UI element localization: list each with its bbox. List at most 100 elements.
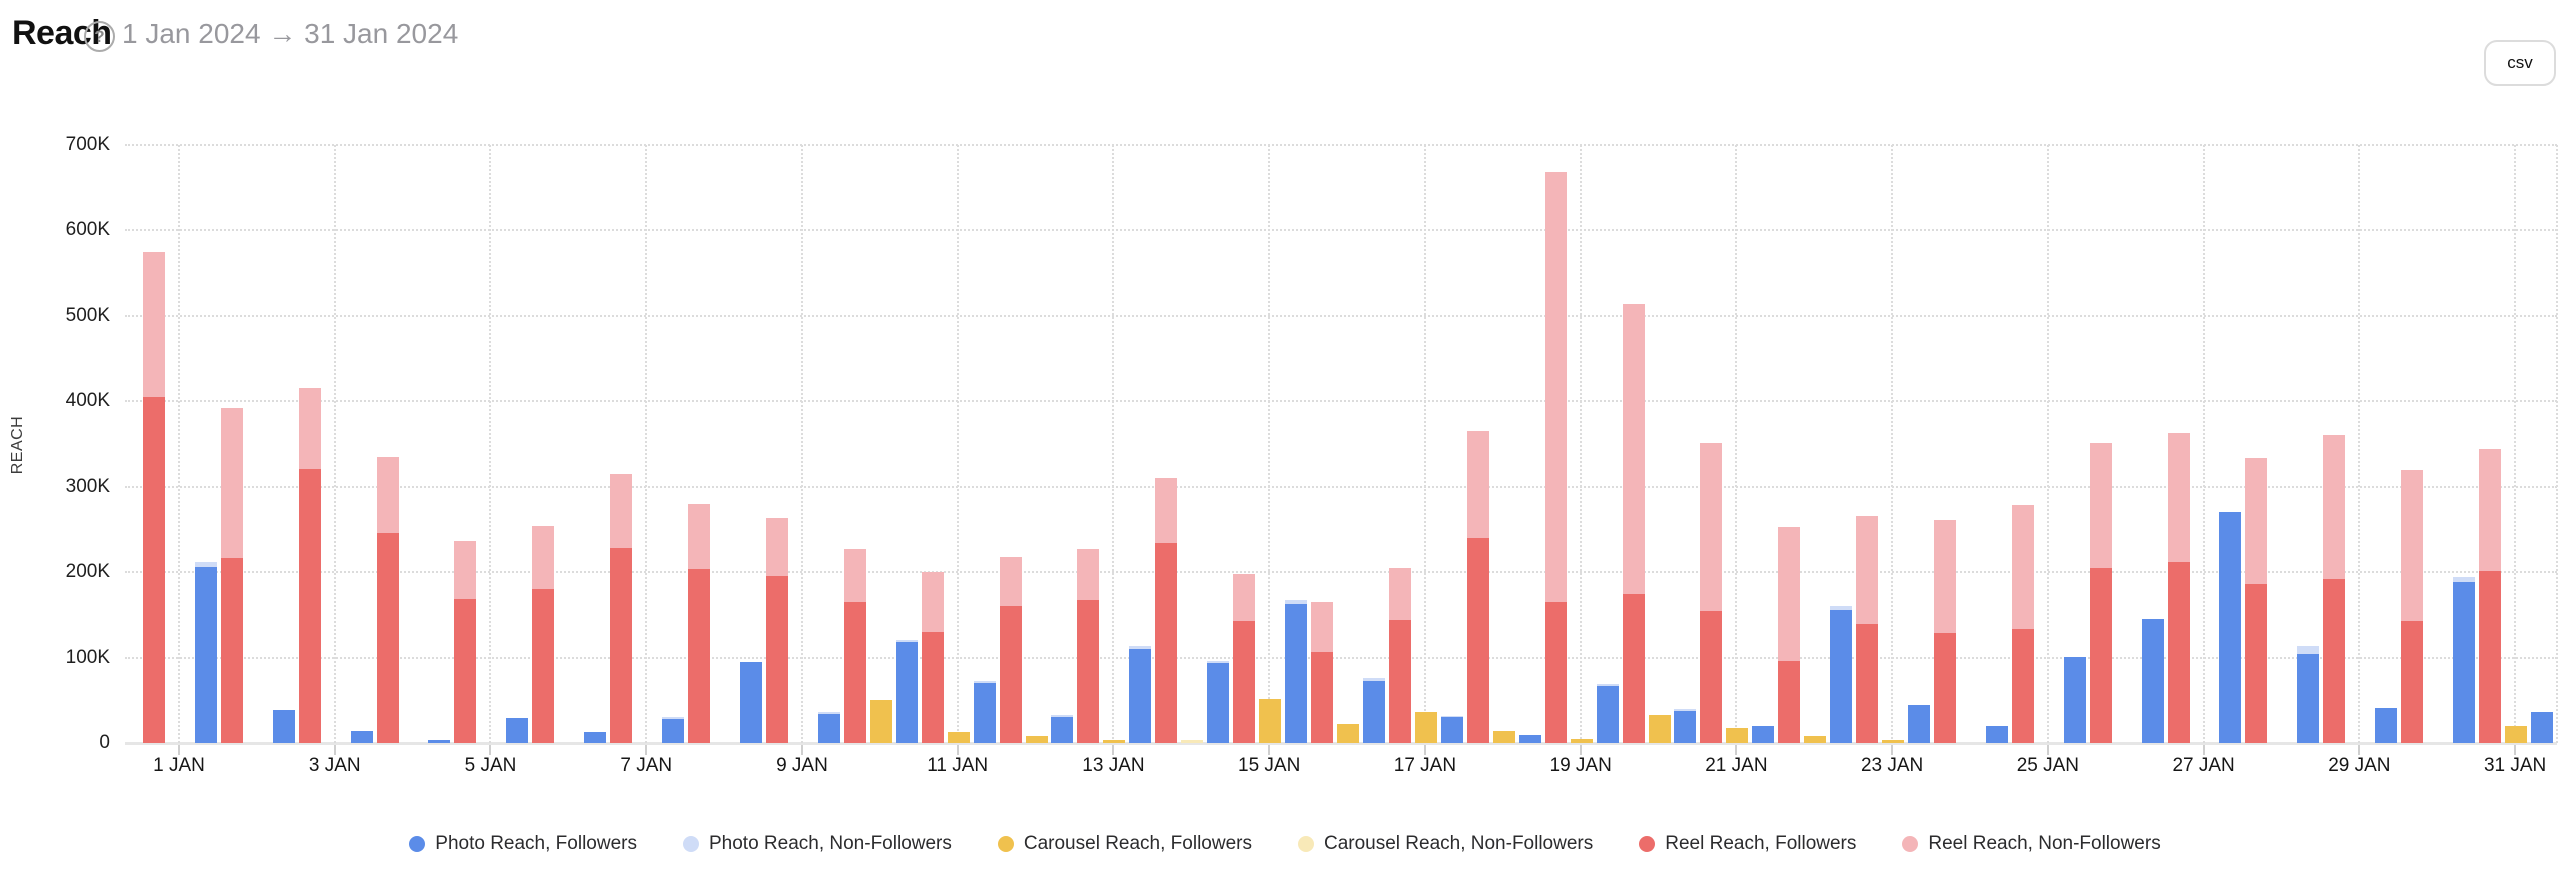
bar-carousel-followers-16jan[interactable]: [1337, 724, 1360, 743]
bar-carousel-followers-12jan[interactable]: [1025, 736, 1048, 743]
bar-reel-non-followers-20jan[interactable]: [1622, 303, 1645, 595]
bar-photo-followers-16jan[interactable]: [1285, 603, 1308, 743]
bar-photo-non-followers-10jan[interactable]: [817, 712, 840, 714]
bar-photo-followers-27jan[interactable]: [2141, 619, 2164, 743]
bar-photo-followers-13jan[interactable]: [1051, 716, 1074, 743]
bar-reel-non-followers-19jan[interactable]: [1544, 172, 1567, 603]
bar-reel-non-followers-21jan[interactable]: [1700, 443, 1723, 611]
bar-reel-followers-31jan[interactable]: [2479, 571, 2502, 743]
bar-photo-followers-14jan[interactable]: [1129, 649, 1152, 743]
bar-photo-non-followers-8jan[interactable]: [662, 717, 685, 720]
bar-photo-followers-7jan[interactable]: [584, 731, 607, 743]
bar-reel-followers-21jan[interactable]: [1700, 610, 1723, 743]
bar-carousel-followers-31jan[interactable]: [2505, 725, 2528, 743]
bar-carousel-followers-21jan[interactable]: [1726, 728, 1749, 743]
bar-reel-followers-9jan[interactable]: [765, 576, 788, 743]
bar-carousel-followers-18jan[interactable]: [1492, 731, 1515, 743]
bar-reel-followers-29jan[interactable]: [2323, 578, 2346, 743]
bar-photo-followers-6jan[interactable]: [506, 718, 529, 743]
bar-reel-non-followers-6jan[interactable]: [532, 526, 555, 590]
bar-reel-non-followers-22jan[interactable]: [1778, 526, 1801, 661]
bar-reel-followers-3jan[interactable]: [298, 468, 321, 743]
bar-reel-followers-18jan[interactable]: [1466, 537, 1489, 743]
bar-carousel-followers-17jan[interactable]: [1414, 712, 1437, 743]
bar-photo-followers-4jan[interactable]: [350, 731, 373, 743]
bar-reel-followers-5jan[interactable]: [454, 598, 477, 743]
bar-carousel-followers-13jan[interactable]: [1103, 739, 1126, 743]
bar-photo-non-followers-18jan[interactable]: [1440, 715, 1463, 718]
bar-reel-non-followers-2jan[interactable]: [220, 408, 243, 559]
bar-photo-followers-17jan[interactable]: [1362, 681, 1385, 743]
bar-reel-followers-20jan[interactable]: [1622, 594, 1645, 743]
bar-reel-non-followers-3jan[interactable]: [298, 388, 321, 469]
bar-reel-non-followers-28jan[interactable]: [2245, 457, 2268, 585]
bar-carousel-followers-20jan[interactable]: [1648, 714, 1671, 743]
bar-photo-followers-24jan[interactable]: [1908, 704, 1930, 743]
bar-reel-followers-7jan[interactable]: [610, 548, 633, 743]
bar-reel-followers-26jan[interactable]: [2089, 567, 2112, 743]
bar-carousel-followers-10jan[interactable]: [869, 700, 892, 743]
bar-photo-non-followers-15jan[interactable]: [1207, 660, 1230, 663]
bar-photo-non-followers-13jan[interactable]: [1051, 714, 1074, 717]
bar-reel-non-followers-10jan[interactable]: [843, 549, 866, 603]
bar-photo-non-followers-29jan[interactable]: [2297, 646, 2320, 655]
legend-item-reel-followers[interactable]: Reel Reach, Followers: [1639, 833, 1856, 855]
bar-carousel-followers-11jan[interactable]: [947, 731, 970, 743]
bar-reel-followers-4jan[interactable]: [376, 532, 399, 743]
bar-reel-followers-28jan[interactable]: [2245, 584, 2268, 743]
bar-photo-non-followers-11jan[interactable]: [895, 639, 918, 643]
bar-photo-followers-20jan[interactable]: [1596, 685, 1619, 743]
bar-reel-followers-13jan[interactable]: [1077, 600, 1100, 743]
bar-photo-followers-8jan[interactable]: [662, 719, 685, 743]
bar-reel-non-followers-7jan[interactable]: [610, 473, 633, 549]
bar-reel-non-followers-5jan[interactable]: [454, 541, 477, 599]
bar-reel-non-followers-4jan[interactable]: [376, 456, 399, 533]
bar-reel-non-followers-13jan[interactable]: [1077, 549, 1100, 601]
bar-photo-non-followers-12jan[interactable]: [973, 680, 996, 684]
bar-reel-followers-24jan[interactable]: [1934, 632, 1956, 743]
bar-photo-followers-3jan[interactable]: [272, 709, 295, 743]
bar-photo-followers-25jan[interactable]: [1985, 725, 2008, 743]
bar-photo-followers-2jan[interactable]: [194, 567, 217, 743]
bar-photo-followers-22jan[interactable]: [1752, 725, 1775, 743]
bar-reel-followers-23jan[interactable]: [1856, 624, 1879, 743]
bar-reel-non-followers-8jan[interactable]: [688, 503, 711, 569]
bar-photo-followers-21jan[interactable]: [1674, 710, 1697, 743]
bar-photo-followers-29jan[interactable]: [2297, 654, 2320, 743]
legend-item-reel-non-followers[interactable]: Reel Reach, Non-Followers: [1902, 833, 2161, 855]
bar-photo-followers-28jan[interactable]: [2219, 512, 2242, 743]
bar-photo-followers-11jan[interactable]: [895, 642, 918, 743]
bar-reel-non-followers-11jan[interactable]: [921, 572, 944, 632]
bar-photo-non-followers-21jan[interactable]: [1674, 708, 1697, 711]
bar-reel-non-followers-18jan[interactable]: [1466, 431, 1489, 538]
bar-photo-non-followers-14jan[interactable]: [1129, 646, 1152, 650]
bar-reel-followers-25jan[interactable]: [2011, 628, 2034, 743]
bar-reel-non-followers-27jan[interactable]: [2167, 432, 2190, 562]
bar-photo-non-followers-16jan[interactable]: [1285, 600, 1308, 604]
bar-photo-non-followers-17jan[interactable]: [1362, 678, 1385, 682]
bar-reel-followers-10jan[interactable]: [843, 602, 866, 743]
bar-reel-non-followers-25jan[interactable]: [2011, 504, 2034, 629]
bar-reel-non-followers-30jan[interactable]: [2401, 469, 2424, 621]
bar-photo-non-followers-23jan[interactable]: [1830, 606, 1853, 610]
bar-reel-non-followers-9jan[interactable]: [765, 518, 788, 577]
bar-photo-followers-1feb[interactable]: [2530, 712, 2553, 743]
csv-export-button[interactable]: csv: [2484, 40, 2556, 86]
legend-item-carousel-followers[interactable]: Carousel Reach, Followers: [997, 833, 1252, 855]
legend-item-photo-followers[interactable]: Photo Reach, Followers: [409, 833, 637, 855]
bar-reel-non-followers-26jan[interactable]: [2089, 443, 2112, 568]
bar-photo-followers-26jan[interactable]: [2063, 656, 2086, 743]
bar-reel-followers-17jan[interactable]: [1388, 619, 1411, 743]
bar-reel-followers-30jan[interactable]: [2401, 620, 2424, 743]
bar-photo-followers-18jan[interactable]: [1440, 717, 1463, 743]
bar-carousel-non-followers-14jan[interactable]: [1181, 740, 1204, 743]
bar-reel-non-followers-15jan[interactable]: [1233, 573, 1256, 621]
bar-reel-followers-2jan[interactable]: [220, 558, 243, 743]
bar-photo-followers-19jan[interactable]: [1518, 735, 1541, 743]
bar-reel-non-followers-16jan[interactable]: [1311, 602, 1334, 653]
bar-photo-followers-5jan[interactable]: [428, 739, 451, 743]
bar-photo-followers-15jan[interactable]: [1207, 662, 1230, 743]
bar-reel-followers-27jan[interactable]: [2167, 561, 2190, 743]
bar-reel-followers-11jan[interactable]: [921, 631, 944, 743]
legend-item-carousel-non-followers[interactable]: Carousel Reach, Non-Followers: [1297, 833, 1593, 855]
